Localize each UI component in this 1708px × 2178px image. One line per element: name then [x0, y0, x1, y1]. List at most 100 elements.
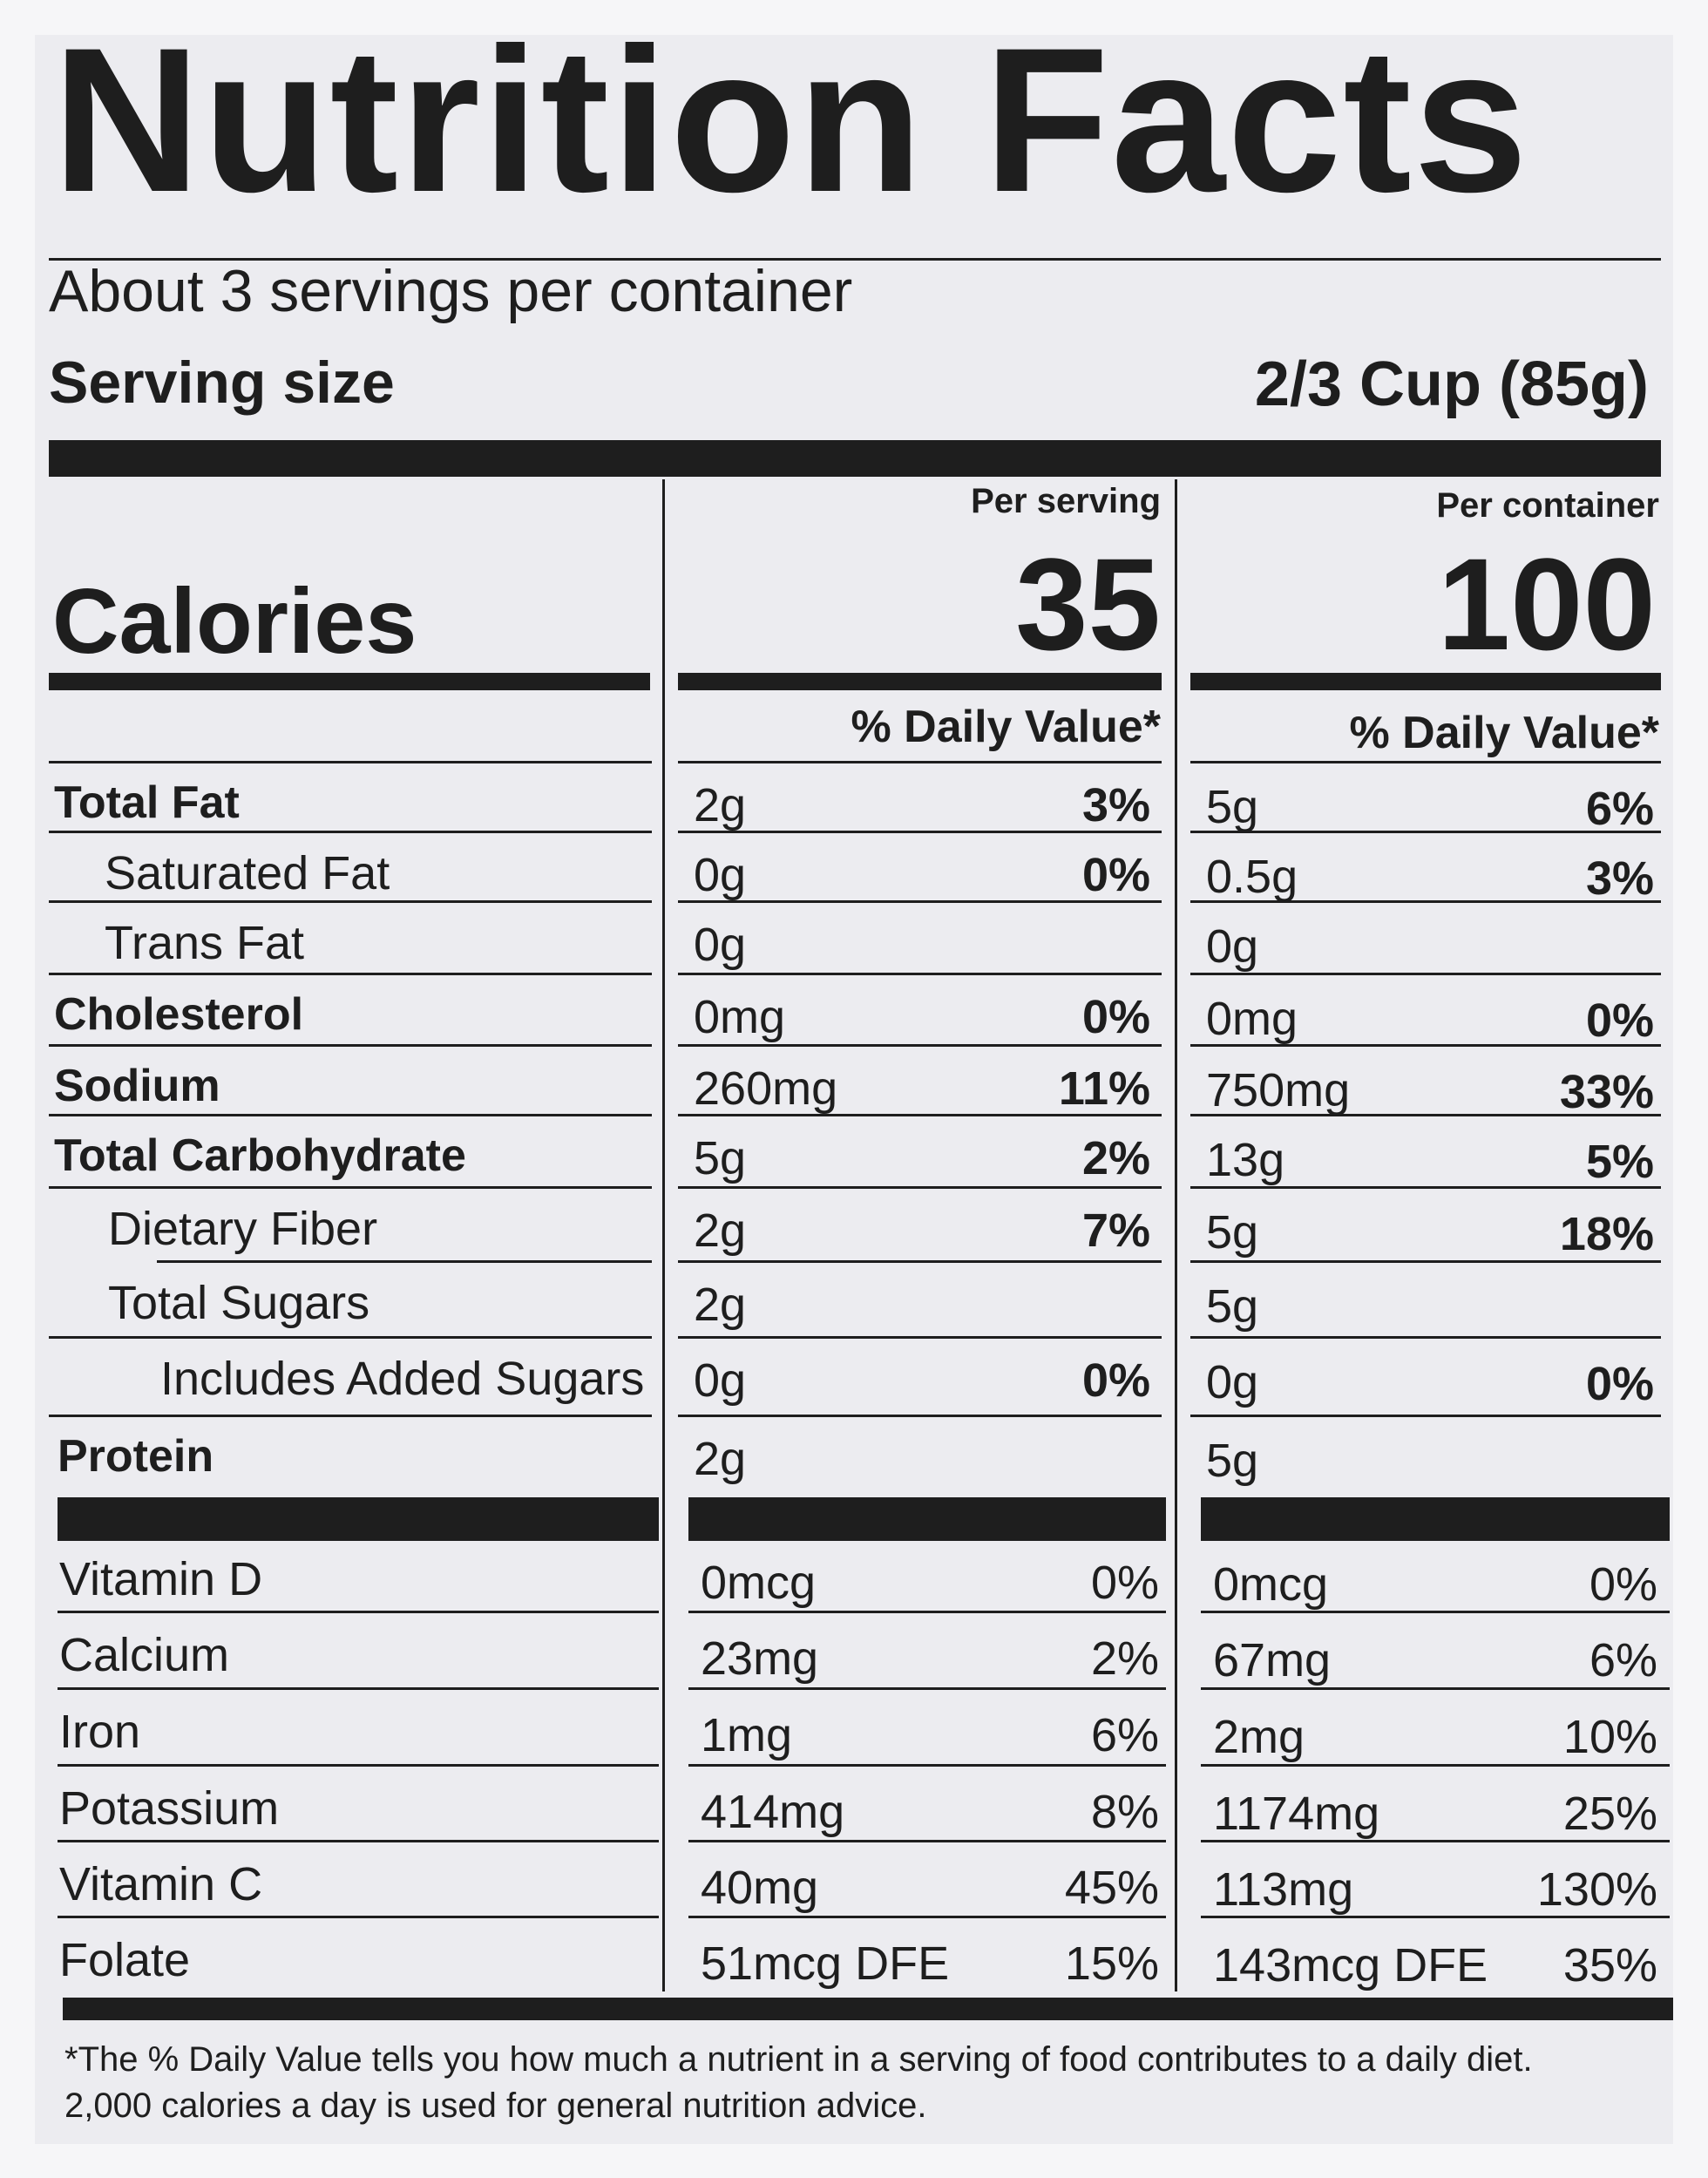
row-divider-container: [1190, 1336, 1661, 1339]
row-divider-container: [1201, 1611, 1670, 1613]
row-divider-container: [1201, 1916, 1670, 1918]
container-amount: 113mg: [1213, 1863, 1354, 1916]
container-amount: 0mcg: [1213, 1558, 1329, 1611]
row-divider-label: [58, 1840, 659, 1842]
nutrition-label-panel: [35, 35, 1673, 2144]
serving-size-value: 2/3 Cup (85g): [1254, 349, 1649, 419]
row-divider-label: [58, 1764, 659, 1767]
vitamin-name: Vitamin D: [59, 1553, 263, 1605]
serving-daily-value: 2%: [1090, 1632, 1159, 1685]
serving-amount: 23mg: [701, 1632, 819, 1685]
row-divider-serving: [688, 1840, 1166, 1842]
row-divider-container: [1190, 1114, 1661, 1116]
container-daily-value: 18%: [1559, 1208, 1654, 1260]
vitamin-separator-label-col: [58, 1497, 659, 1541]
calories-bar-serving-col: [678, 673, 1162, 690]
row-divider-serving: [678, 1114, 1162, 1116]
container-daily-value: 6%: [1585, 783, 1654, 835]
row-divider-container: [1201, 1764, 1670, 1767]
serving-size-thick-bar: [49, 440, 1661, 477]
serving-amount: 414mg: [701, 1786, 845, 1838]
container-daily-value: 25%: [1562, 1788, 1657, 1840]
container-amount: 0.5g: [1206, 851, 1298, 903]
row-divider-label: [58, 1916, 659, 1918]
row-divider-container: [1190, 973, 1661, 975]
vitamin-name: Iron: [59, 1706, 141, 1758]
column-divider-2: [1175, 479, 1177, 1991]
row-divider-label: [49, 1044, 652, 1047]
vitamin-name: Potassium: [59, 1782, 280, 1835]
calories-bar-label-col: [49, 673, 650, 690]
row-divider-serving: [688, 1916, 1166, 1918]
nutrient-name: Includes Added Sugars: [160, 1353, 645, 1405]
row-divider-serving: [678, 1260, 1162, 1263]
container-daily-value: 0%: [1589, 1558, 1657, 1611]
nutrient-name: Trans Fat: [105, 917, 305, 969]
nutrient-name: Total Fat: [54, 777, 240, 828]
container-amount: 5g: [1206, 1280, 1259, 1333]
serving-amount: 260mg: [694, 1062, 838, 1115]
servings-per-container: About 3 servings per container: [49, 258, 853, 324]
serving-daily-value: 0%: [1090, 1557, 1159, 1609]
row-divider-container: [1201, 1840, 1670, 1842]
row-divider-serving: [678, 1186, 1162, 1189]
container-amount: 13g: [1206, 1134, 1285, 1186]
container-amount: 67mg: [1213, 1634, 1332, 1686]
container-amount: 1174mg: [1213, 1788, 1380, 1840]
container-amount: 0g: [1206, 920, 1259, 973]
container-daily-value: 6%: [1589, 1634, 1657, 1686]
nutrient-name: Saturated Fat: [105, 847, 390, 899]
serving-amount: 2g: [694, 1279, 747, 1331]
serving-amount: 2g: [694, 1204, 747, 1257]
row-divider-serving: [678, 761, 1162, 763]
calories-per-container: 100: [1437, 531, 1656, 677]
row-divider-container: [1201, 1687, 1670, 1690]
vitamin-name: Vitamin C: [59, 1858, 263, 1910]
row-divider-label: [58, 1611, 659, 1613]
container-daily-value: 33%: [1559, 1066, 1654, 1118]
row-divider-container: [1190, 1186, 1661, 1189]
container-daily-value: 130%: [1536, 1863, 1657, 1916]
vitamin-separator-serving-col: [688, 1497, 1166, 1541]
serving-amount: 2g: [694, 1433, 747, 1485]
column-divider-1: [662, 479, 665, 1991]
serving-daily-value: 0%: [1081, 849, 1150, 901]
container-daily-value: 0%: [1585, 994, 1654, 1047]
row-divider-container: [1190, 1044, 1661, 1047]
row-divider-serving: [678, 1336, 1162, 1339]
serving-amount: 1mg: [701, 1709, 793, 1761]
row-divider-serving: [678, 1415, 1162, 1417]
per-serving-header: Per serving: [971, 482, 1161, 520]
serving-daily-value: 2%: [1081, 1132, 1150, 1184]
serving-daily-value: 45%: [1064, 1862, 1159, 1914]
row-divider-label: [157, 1260, 652, 1263]
serving-daily-value: 0%: [1081, 991, 1150, 1043]
container-amount: 0mg: [1206, 993, 1298, 1045]
vitamin-name: Folate: [59, 1934, 191, 1986]
title-divider: [49, 258, 1661, 261]
container-daily-value: 5%: [1585, 1136, 1654, 1188]
row-divider-label: [49, 1415, 652, 1417]
serving-amount: 51mcg DFE: [701, 1937, 950, 1990]
row-divider-serving: [688, 1611, 1166, 1613]
row-divider-container: [1190, 831, 1661, 833]
container-amount: 143mcg DFE: [1213, 1939, 1488, 1991]
nutrient-name: Total Carbohydrate: [54, 1130, 466, 1181]
serving-amount: 0mg: [694, 991, 786, 1043]
container-amount: 750mg: [1206, 1064, 1351, 1116]
serving-daily-value: 0%: [1081, 1354, 1150, 1407]
container-daily-value: 10%: [1562, 1711, 1657, 1763]
footnote-divider: [63, 1998, 1673, 2020]
row-divider-label: [49, 1114, 652, 1116]
serving-daily-value: 15%: [1064, 1937, 1159, 1990]
container-daily-value: 3%: [1585, 852, 1654, 905]
container-amount: 2mg: [1213, 1711, 1305, 1763]
per-container-header: Per container: [1436, 486, 1659, 525]
row-divider-serving: [678, 1044, 1162, 1047]
nutrient-name: Sodium: [54, 1061, 220, 1111]
row-divider-container: [1190, 1260, 1661, 1263]
vitamin-separator-container-col: [1201, 1497, 1670, 1541]
serving-daily-value: 3%: [1081, 779, 1150, 831]
row-divider-label: [49, 1336, 652, 1339]
row-divider-container: [1190, 761, 1661, 763]
